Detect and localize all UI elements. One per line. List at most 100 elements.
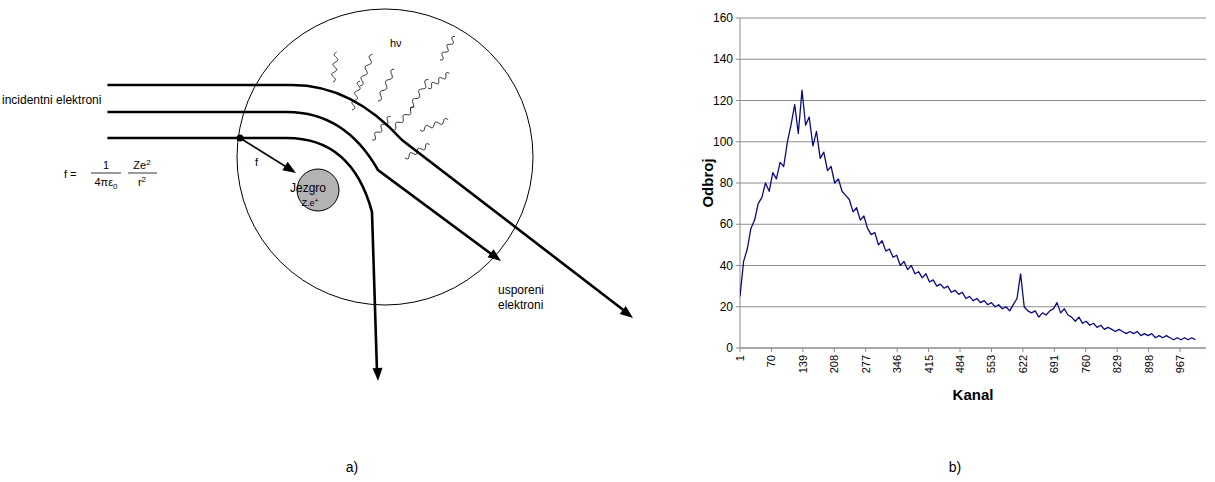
photon-label: hν [390,37,402,49]
formula-num: 1 [103,159,109,171]
x-tick-label: 760 [1080,355,1092,373]
grid-line [740,141,1206,142]
tick-mark [736,18,740,19]
arrow-head [373,368,383,381]
nucleus-charge: Z.e+ [301,197,318,208]
y-tick-label: 140 [713,52,733,66]
scattered-label: elektroni [498,298,543,312]
tick-mark [736,348,740,349]
photon [392,107,414,130]
tick-mark [991,348,992,352]
tick-mark [736,59,740,60]
tick-mark [736,224,740,225]
photon [352,81,360,110]
electron-path [107,112,494,256]
caption: a) [346,459,358,475]
figure: incidentni elektroni f f = 1 4πε0 Ze2 r2 Jezgro… [0,0,1215,482]
y-tick-label: 160 [713,11,733,25]
atom-circle [237,9,533,305]
x-tick-label: 622 [1017,355,1029,373]
tick-mark [1022,348,1023,352]
x-tick-label: 139 [797,355,809,373]
formula-den: 4πε0 [94,176,118,191]
y-tick-label: 100 [713,135,733,149]
incident-label: incidentni elektroni [2,93,101,107]
y-axis [740,18,741,348]
formula-lhs: f = [64,168,77,180]
grid-line [740,348,1206,349]
tick-mark [736,265,740,266]
tick-mark [736,183,740,184]
photon [378,69,394,101]
grid-line [740,224,1206,225]
x-tick-label: 898 [1143,355,1155,373]
grid-line [740,18,1206,19]
photon [372,117,391,141]
y-tick-label: 40 [720,259,734,273]
tick-mark [740,348,741,352]
photon [360,54,372,86]
force-vector [240,138,288,168]
tick-mark [897,348,898,352]
tick-mark [771,348,772,352]
formula-den2: r2 [138,175,147,188]
x-tick-label: 208 [828,355,840,373]
grid-line [740,100,1206,101]
fraction-bar [91,173,121,174]
arrow-head [282,162,296,173]
x-axis-title: Kanal [953,386,994,403]
tick-mark [1085,348,1086,352]
y-tick-label: 20 [720,300,734,314]
photon [410,79,428,108]
x-tick-label: 70 [765,355,777,367]
tick-mark [1180,348,1181,352]
tick-mark [736,141,740,142]
chart: 0 20 40 60 80 100 120 140 160 1 70 139 208 277 346 415 4… [699,11,1206,475]
tick-mark [960,348,961,352]
tick-mark [928,348,929,352]
photon [405,144,430,159]
x-tick-label: 829 [1111,355,1123,373]
tick-mark [1054,348,1055,352]
tick-mark [736,100,740,101]
tick-mark [1117,348,1118,352]
tick-mark [865,348,866,352]
tick-mark [834,348,835,352]
force-label: f [255,156,259,168]
x-tick-label: 484 [954,355,966,373]
photon [440,36,455,60]
nucleus-label: Jezgro [290,181,326,195]
y-tick-label: 60 [720,217,734,231]
photon [332,52,338,82]
x-tick-label: 346 [891,355,903,373]
formula-num2: Ze2 [133,158,151,171]
caption: b) [949,459,961,475]
electron-path [107,138,377,372]
diagram: incidentni elektroni f f = 1 4πε0 Ze2 r2 Jezgro… [2,9,633,475]
y-tick-label: 0 [726,341,733,355]
scattered-label: usporeni [498,283,544,297]
tick-mark [802,348,803,352]
photon [428,73,450,89]
plot-area [740,90,1196,340]
arrow-head [620,306,633,318]
grid-line [740,306,1206,307]
y-tick-label: 120 [713,94,733,108]
photon [420,118,448,131]
y-axis-title: Odbroj [699,158,716,207]
arrow-head [488,249,501,261]
grid-line [740,265,1206,266]
data-line [740,90,1196,340]
x-tick-label: 277 [860,355,872,373]
fraction-bar [128,173,157,174]
grid-line [740,183,1206,184]
x-tick-label: 967 [1174,355,1186,373]
y-tick-label: 80 [720,176,734,190]
x-tick-label: 553 [985,355,997,373]
tick-mark [1148,348,1149,352]
tick-mark [736,306,740,307]
x-tick-label: 415 [923,355,935,373]
grid-line [740,59,1206,60]
x-tick-label: 1 [734,355,746,361]
x-tick-label: 691 [1048,355,1060,373]
